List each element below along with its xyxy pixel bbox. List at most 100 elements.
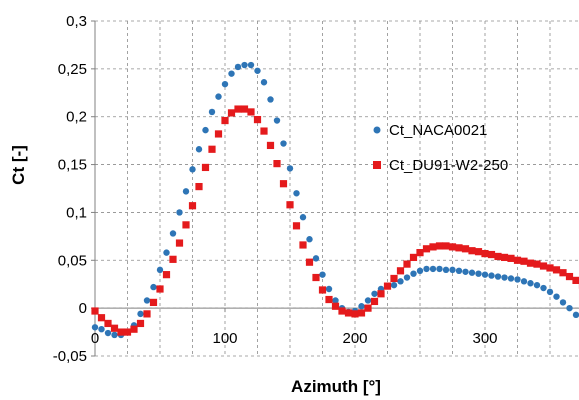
data-point-series-1-57 (461, 245, 470, 253)
data-point-series-1-69 (539, 262, 548, 270)
data-point-series-0-68 (533, 281, 541, 289)
data-point-series-1-7 (136, 319, 145, 328)
data-point-series-1-1 (97, 314, 106, 322)
y-axis-title: Ct [-] (9, 145, 28, 185)
data-point-series-0-27 (267, 96, 274, 103)
data-point-series-0-36 (325, 285, 333, 293)
data-point-series-0-34 (312, 255, 320, 262)
data-point-series-0-58 (468, 269, 476, 276)
y-tick-label-7: 0,3 (66, 13, 87, 30)
data-point-series-1-33 (305, 258, 314, 266)
data-point-series-1-21 (227, 109, 236, 117)
legend-label-ct-du91-w2-250: Ct_DU91-W2-250 (389, 157, 508, 174)
data-point-series-1-31 (292, 222, 301, 230)
data-point-series-1-43 (370, 297, 379, 306)
data-point-series-1-49 (409, 253, 418, 262)
data-point-series-1-12 (169, 255, 177, 263)
data-point-series-1-14 (182, 221, 190, 229)
data-point-series-0-51 (423, 265, 430, 273)
data-point-series-1-37 (331, 302, 340, 310)
data-point-series-1-3 (110, 324, 119, 332)
data-point-series-0-31 (293, 190, 300, 197)
data-point-series-1-20 (221, 116, 229, 125)
data-point-series-1-74 (572, 276, 579, 284)
data-point-series-1-13 (175, 239, 184, 247)
data-point-series-1-4 (117, 328, 125, 336)
data-point-series-1-52 (429, 243, 437, 251)
data-point-series-1-72 (559, 269, 567, 277)
data-point-series-1-10 (156, 285, 164, 293)
data-point-series-1-44 (377, 290, 385, 298)
data-point-series-0-49 (410, 270, 417, 277)
data-point-series-0-1 (98, 326, 105, 333)
data-point-series-1-16 (195, 182, 203, 191)
data-point-series-1-60 (481, 249, 489, 258)
data-point-series-0-43 (371, 290, 378, 297)
data-point-series-0-71 (553, 293, 560, 300)
data-point-series-0-61 (488, 272, 495, 279)
data-point-series-0-8 (143, 297, 151, 304)
data-point-series-1-66 (520, 257, 528, 265)
data-point-series-0-22 (234, 63, 242, 71)
data-point-series-0-63 (501, 274, 508, 281)
data-point-series-1-63 (500, 253, 509, 262)
data-point-series-0-10 (156, 266, 164, 274)
data-point-series-1-48 (403, 260, 411, 268)
data-point-series-0-47 (397, 278, 404, 285)
data-point-series-1-41 (357, 309, 366, 317)
data-point-series-0-21 (228, 70, 235, 77)
y-tick-label-2: 0,05 (58, 252, 87, 269)
data-point-series-1-36 (325, 295, 333, 304)
data-point-series-0-57 (462, 268, 469, 275)
data-point-series-1-70 (546, 264, 554, 272)
data-point-series-0-25 (254, 67, 261, 74)
data-point-series-1-58 (468, 247, 476, 255)
data-point-series-1-56 (455, 244, 463, 252)
data-point-series-1-11 (162, 271, 171, 279)
data-point-series-0-65 (514, 276, 521, 283)
data-point-series-1-34 (312, 273, 320, 282)
data-point-series-0-7 (137, 310, 144, 318)
data-point-series-1-59 (474, 248, 483, 256)
data-point-series-0-2 (104, 329, 112, 337)
data-point-series-0-29 (280, 140, 287, 147)
data-point-series-1-67 (526, 259, 535, 267)
data-point-series-1-35 (318, 286, 327, 294)
data-point-series-0-33 (306, 236, 313, 243)
data-point-series-1-26 (260, 127, 268, 135)
data-point-series-1-30 (286, 201, 294, 209)
data-point-series-0-62 (494, 273, 502, 280)
data-point-series-0-17 (202, 126, 209, 134)
data-point-series-1-5 (123, 328, 132, 336)
data-point-series-0-19 (215, 93, 222, 100)
data-point-series-0-52 (429, 265, 437, 273)
data-point-series-0-70 (546, 288, 554, 296)
data-point-series-0-50 (416, 267, 424, 275)
data-point-series-0-55 (449, 266, 456, 274)
data-point-series-0-69 (540, 284, 547, 292)
data-point-series-1-45 (383, 282, 392, 290)
data-point-series-1-19 (214, 130, 223, 138)
data-point-series-0-73 (566, 304, 573, 312)
data-point-series-0-46 (390, 281, 398, 289)
data-point-series-0-16 (195, 146, 203, 153)
data-point-series-0-35 (319, 271, 326, 278)
data-point-series-0-15 (189, 166, 196, 173)
data-point-series-1-51 (422, 245, 431, 253)
data-point-series-0-72 (559, 299, 567, 306)
data-point-series-0-11 (163, 249, 170, 256)
y-tick-label-5: 0,2 (66, 109, 87, 126)
data-point-series-0-3 (111, 331, 118, 339)
data-point-series-1-53 (435, 242, 444, 250)
data-point-series-1-68 (533, 260, 541, 268)
data-point-series-0-48 (403, 274, 411, 281)
data-point-series-1-40 (351, 310, 359, 318)
data-point-series-1-6 (130, 325, 138, 333)
data-point-series-1-0 (91, 307, 99, 315)
x-tick-label-0: 0 (91, 330, 99, 347)
data-point-series-0-42 (364, 297, 372, 304)
legend: Ct_NACA0021 Ct_DU91-W2-250 (373, 122, 508, 174)
data-point-series-1-27 (266, 141, 275, 150)
